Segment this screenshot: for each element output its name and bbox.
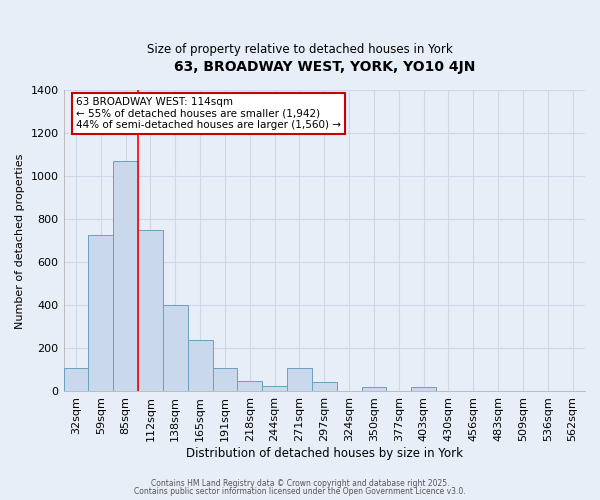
Text: Contains public sector information licensed under the Open Government Licence v3: Contains public sector information licen…	[134, 487, 466, 496]
Bar	[212, 368, 238, 392]
Bar	[188, 340, 212, 392]
Bar	[113, 162, 138, 392]
Text: Size of property relative to detached houses in York: Size of property relative to detached ho…	[147, 42, 453, 56]
Y-axis label: Number of detached properties: Number of detached properties	[15, 154, 25, 328]
Bar	[411, 387, 436, 392]
Bar	[362, 387, 386, 392]
Bar	[287, 368, 312, 392]
Bar	[238, 380, 262, 392]
X-axis label: Distribution of detached houses by size in York: Distribution of detached houses by size …	[186, 447, 463, 460]
Bar	[64, 368, 88, 392]
Bar	[312, 382, 337, 392]
Text: Contains HM Land Registry data © Crown copyright and database right 2025.: Contains HM Land Registry data © Crown c…	[151, 478, 449, 488]
Bar	[163, 306, 188, 392]
Bar	[88, 234, 113, 392]
Text: 63 BROADWAY WEST: 114sqm
← 55% of detached houses are smaller (1,942)
44% of sem: 63 BROADWAY WEST: 114sqm ← 55% of detach…	[76, 97, 341, 130]
Bar	[262, 386, 287, 392]
Bar	[138, 230, 163, 392]
Title: 63, BROADWAY WEST, YORK, YO10 4JN: 63, BROADWAY WEST, YORK, YO10 4JN	[173, 60, 475, 74]
